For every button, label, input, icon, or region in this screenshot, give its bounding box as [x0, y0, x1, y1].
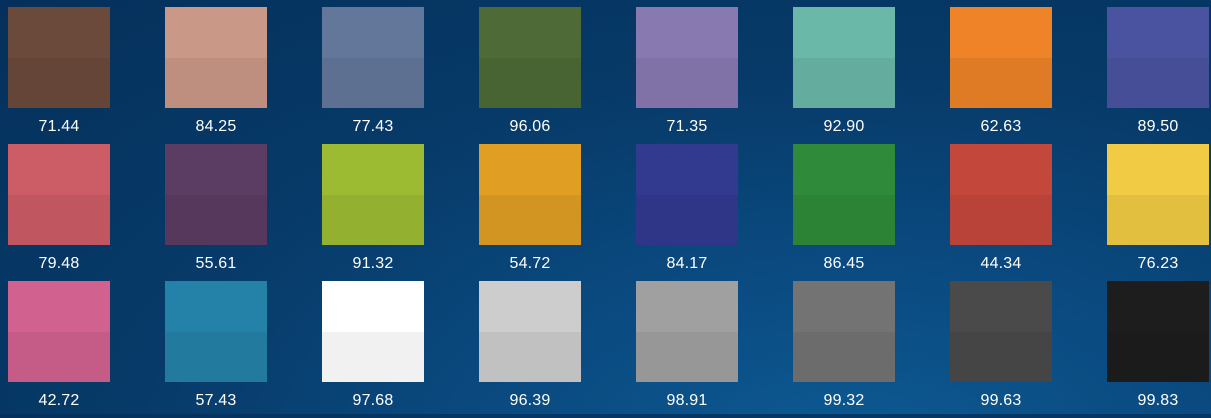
swatch-value: 91.32 [352, 255, 394, 272]
swatch-cell: 89.50 [1107, 7, 1209, 144]
swatch-value: 62.63 [980, 118, 1022, 135]
swatch-shade [636, 57, 738, 108]
swatch-cell: 44.34 [950, 144, 1052, 281]
color-swatch [793, 144, 895, 245]
swatch-shade [322, 331, 424, 382]
swatch-value: 79.48 [38, 255, 80, 272]
swatch-cell: 96.39 [479, 281, 581, 418]
color-swatch [322, 144, 424, 245]
swatch-value: 89.50 [1137, 118, 1179, 135]
swatch-cell: 86.45 [793, 144, 895, 281]
swatch-cell: 99.83 [1107, 281, 1209, 418]
swatch-cell: 62.63 [950, 7, 1052, 144]
swatch-cell: 99.63 [950, 281, 1052, 418]
swatch-cell: 42.72 [8, 281, 110, 418]
color-swatch [636, 7, 738, 108]
swatch-shade [950, 331, 1052, 382]
swatch-shade [1107, 331, 1209, 382]
swatch-cell: 55.61 [165, 144, 267, 281]
swatch-shade [636, 331, 738, 382]
swatch-cell: 77.43 [322, 7, 424, 144]
swatch-value: 84.25 [195, 118, 237, 135]
swatch-value: 57.43 [195, 392, 237, 409]
swatch-value: 98.91 [666, 392, 708, 409]
swatch-value: 97.68 [352, 392, 394, 409]
swatch-shade [950, 57, 1052, 108]
color-swatch [636, 281, 738, 382]
swatch-value: 86.45 [823, 255, 865, 272]
swatch-cell: 54.72 [479, 144, 581, 281]
swatch-cell: 76.23 [1107, 144, 1209, 281]
swatch-cell: 79.48 [8, 144, 110, 281]
color-swatch [8, 7, 110, 108]
swatch-cell: 96.06 [479, 7, 581, 144]
swatch-cell: 91.32 [322, 144, 424, 281]
swatch-shade [636, 194, 738, 245]
color-swatch [636, 144, 738, 245]
swatch-value: 96.39 [509, 392, 551, 409]
color-swatch [8, 281, 110, 382]
swatch-shade [322, 194, 424, 245]
swatch-value: 44.34 [980, 255, 1022, 272]
swatch-cell: 71.35 [636, 7, 738, 144]
color-swatch [479, 7, 581, 108]
swatch-shade [322, 57, 424, 108]
swatch-shade [479, 57, 581, 108]
swatch-cell: 97.68 [322, 281, 424, 418]
color-swatch [950, 281, 1052, 382]
swatch-cell: 84.17 [636, 144, 738, 281]
color-swatch-grid: 71.44 84.25 77.43 96.06 71.35 92.90 62.63 89.50… [8, 7, 1209, 418]
swatch-cell: 84.25 [165, 7, 267, 144]
swatch-shade [165, 331, 267, 382]
swatch-cell: 99.32 [793, 281, 895, 418]
color-swatch [793, 7, 895, 108]
color-swatch [950, 144, 1052, 245]
swatch-shade [1107, 57, 1209, 108]
color-swatch [479, 144, 581, 245]
swatch-value: 55.61 [195, 255, 237, 272]
swatch-shade [793, 194, 895, 245]
swatch-value: 84.17 [666, 255, 708, 272]
swatch-value: 71.35 [666, 118, 708, 135]
swatch-value: 77.43 [352, 118, 394, 135]
swatch-shade [165, 194, 267, 245]
swatch-value: 42.72 [38, 392, 80, 409]
swatch-shade [479, 331, 581, 382]
color-swatch [165, 144, 267, 245]
swatch-value: 92.90 [823, 118, 865, 135]
color-swatch [322, 7, 424, 108]
color-swatch [1107, 7, 1209, 108]
color-swatch [793, 281, 895, 382]
color-swatch [479, 281, 581, 382]
color-swatch [950, 7, 1052, 108]
swatch-value: 99.83 [1137, 392, 1179, 409]
swatch-shade [479, 194, 581, 245]
swatch-value: 54.72 [509, 255, 551, 272]
swatch-cell: 92.90 [793, 7, 895, 144]
color-swatch [1107, 144, 1209, 245]
swatch-value: 76.23 [1137, 255, 1179, 272]
swatch-value: 71.44 [38, 118, 80, 135]
swatch-shade [8, 194, 110, 245]
swatch-shade [793, 57, 895, 108]
color-swatch [1107, 281, 1209, 382]
swatch-value: 96.06 [509, 118, 551, 135]
swatch-value: 99.63 [980, 392, 1022, 409]
swatch-value: 99.32 [823, 392, 865, 409]
swatch-cell: 57.43 [165, 281, 267, 418]
color-swatch [322, 281, 424, 382]
color-swatch [165, 281, 267, 382]
color-swatch [8, 144, 110, 245]
swatch-shade [8, 331, 110, 382]
swatch-shade [8, 57, 110, 108]
swatch-cell: 71.44 [8, 7, 110, 144]
swatch-shade [950, 194, 1052, 245]
swatch-cell: 98.91 [636, 281, 738, 418]
swatch-shade [165, 57, 267, 108]
swatch-shade [1107, 194, 1209, 245]
swatch-shade [793, 331, 895, 382]
color-swatch [165, 7, 267, 108]
